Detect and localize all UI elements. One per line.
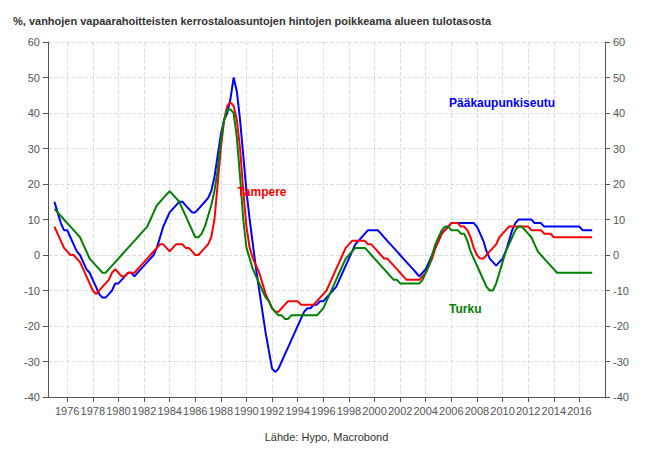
svg-text:60: 60 xyxy=(613,36,625,48)
svg-text:-40: -40 xyxy=(613,391,629,403)
svg-text:1976: 1976 xyxy=(55,405,79,417)
svg-text:%, vanhojen vapaarahoitteisten: %, vanhojen vapaarahoitteisten kerrostal… xyxy=(13,15,492,27)
svg-text:-30: -30 xyxy=(24,356,40,368)
svg-text:1992: 1992 xyxy=(260,405,284,417)
svg-text:2012: 2012 xyxy=(516,405,540,417)
svg-text:0: 0 xyxy=(34,249,40,261)
svg-text:30: 30 xyxy=(613,143,625,155)
svg-text:Lähde: Hypo, Macrobond: Lähde: Hypo, Macrobond xyxy=(265,431,389,443)
svg-text:10: 10 xyxy=(28,214,40,226)
svg-text:Tampere: Tampere xyxy=(237,185,286,199)
svg-text:2008: 2008 xyxy=(465,405,489,417)
svg-text:1994: 1994 xyxy=(285,405,309,417)
svg-text:-10: -10 xyxy=(24,285,40,297)
svg-text:-30: -30 xyxy=(613,356,629,368)
svg-text:40: 40 xyxy=(613,107,625,119)
svg-text:1998: 1998 xyxy=(337,405,361,417)
svg-text:1988: 1988 xyxy=(209,405,233,417)
svg-text:1996: 1996 xyxy=(311,405,335,417)
svg-text:20: 20 xyxy=(28,178,40,190)
svg-text:1978: 1978 xyxy=(81,405,105,417)
svg-text:Pääkaupunkiseutu: Pääkaupunkiseutu xyxy=(449,96,555,110)
svg-text:2000: 2000 xyxy=(362,405,386,417)
svg-text:1980: 1980 xyxy=(106,405,130,417)
svg-text:-40: -40 xyxy=(24,391,40,403)
svg-text:-20: -20 xyxy=(613,320,629,332)
svg-text:60: 60 xyxy=(28,36,40,48)
svg-text:-20: -20 xyxy=(24,320,40,332)
svg-text:30: 30 xyxy=(28,143,40,155)
svg-text:40: 40 xyxy=(28,107,40,119)
svg-text:0: 0 xyxy=(613,249,619,261)
svg-text:50: 50 xyxy=(28,72,40,84)
svg-text:50: 50 xyxy=(613,72,625,84)
svg-text:20: 20 xyxy=(613,178,625,190)
svg-text:2004: 2004 xyxy=(413,405,437,417)
svg-text:2014: 2014 xyxy=(542,405,566,417)
svg-text:1982: 1982 xyxy=(132,405,156,417)
svg-text:2002: 2002 xyxy=(388,405,412,417)
svg-text:Turku: Turku xyxy=(449,302,481,316)
svg-text:-10: -10 xyxy=(613,285,629,297)
svg-text:1984: 1984 xyxy=(157,405,181,417)
svg-text:1990: 1990 xyxy=(234,405,258,417)
svg-text:2010: 2010 xyxy=(490,405,514,417)
svg-text:1986: 1986 xyxy=(183,405,207,417)
svg-text:10: 10 xyxy=(613,214,625,226)
svg-text:2006: 2006 xyxy=(439,405,463,417)
svg-text:2016: 2016 xyxy=(567,405,591,417)
